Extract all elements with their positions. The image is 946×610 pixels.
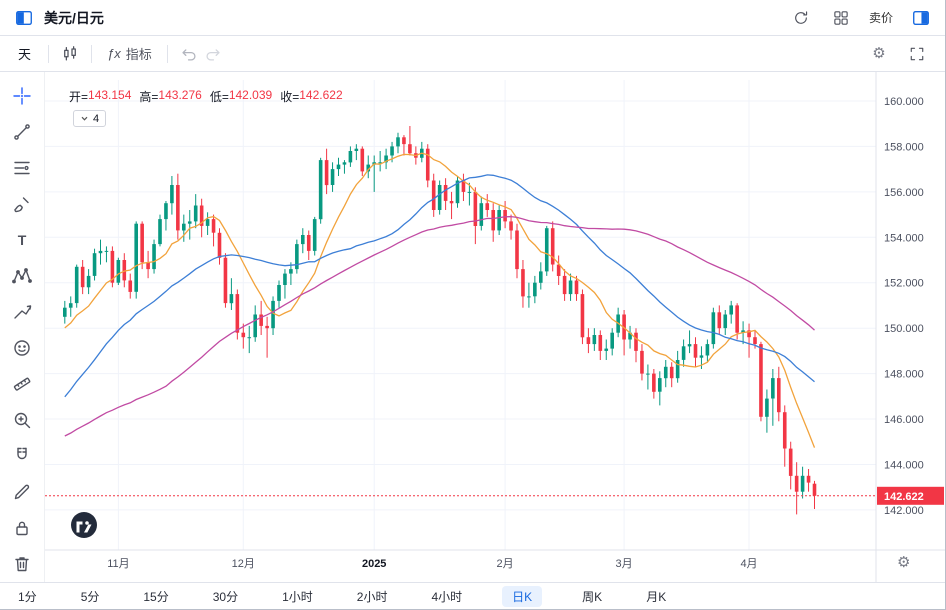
chart-toolbar: 天 ƒx 指标 ⚙ (0, 36, 945, 72)
divider (166, 44, 168, 63)
svg-text:142.622: 142.622 (884, 491, 924, 503)
redo-icon[interactable] (201, 42, 225, 66)
svg-text:11月: 11月 (107, 558, 129, 570)
indicators-group-toggle[interactable]: 4 (73, 110, 107, 127)
emoji-icon[interactable] (5, 330, 39, 366)
fx-icon: ƒx (107, 46, 121, 61)
remove-drawings-icon[interactable] (5, 546, 39, 582)
toolbar-right: ⚙ (867, 42, 935, 66)
page-title: 美元/日元 (44, 9, 104, 26)
axis-settings-gear-icon[interactable]: ⚙ (897, 553, 911, 571)
svg-text:T: T (18, 232, 27, 248)
panel-toggle-icon[interactable] (909, 6, 933, 30)
brush-icon[interactable] (5, 186, 39, 222)
moving-averages-layer (64, 152, 816, 448)
svg-text:148.000: 148.000 (884, 369, 924, 381)
divider (48, 44, 50, 63)
grid-layout-icon[interactable] (829, 6, 853, 30)
tradingview-logo[interactable] (71, 512, 97, 538)
drawing-toolbar: T (0, 72, 45, 582)
last-price-layer: 142.622 (45, 486, 944, 505)
high-label: 高= (139, 90, 159, 104)
svg-text:2025: 2025 (362, 558, 386, 570)
candles-layer (63, 126, 817, 515)
grid-layer (45, 80, 876, 550)
timeframe-15分[interactable]: 15分 (139, 586, 172, 607)
svg-text:160.000: 160.000 (884, 96, 924, 108)
price-chart[interactable]: 160.000 158.000 156.000 154.000 152.000 150.0… (45, 72, 945, 582)
interval-selector[interactable]: 天 (10, 40, 39, 67)
magnet-icon[interactable] (5, 438, 39, 474)
crosshair-icon[interactable] (5, 78, 39, 114)
header: 美元/日元 卖价 (0, 0, 945, 36)
svg-text:156.000: 156.000 (884, 187, 924, 199)
open-label: 开= (69, 90, 89, 104)
main-area: T (0, 72, 945, 582)
timeframe-日K[interactable]: 日K (502, 586, 543, 607)
axes-layer: 160.000 158.000 156.000 154.000 152.000 150.0… (45, 72, 945, 582)
timeframe-2小时[interactable]: 2小时 (353, 586, 392, 607)
header-actions: 卖价 (789, 6, 933, 30)
low-label: 低= (209, 90, 229, 104)
svg-text:12月: 12月 (232, 558, 255, 570)
svg-text:2月: 2月 (497, 558, 514, 570)
chevron-down-icon (81, 116, 88, 121)
svg-text:142.000: 142.000 (884, 505, 924, 517)
svg-text:158.000: 158.000 (884, 141, 924, 153)
ma-line-MA30 (64, 174, 815, 398)
timeframe-月K[interactable]: 月K (642, 586, 670, 607)
svg-text:146.000: 146.000 (884, 414, 924, 426)
divider (91, 44, 93, 63)
settings-gear-icon[interactable]: ⚙ (867, 42, 891, 66)
ruler-icon[interactable] (5, 366, 39, 402)
svg-text:150.000: 150.000 (884, 323, 924, 335)
open-value: 143.154 (88, 88, 132, 102)
svg-text:4月: 4月 (740, 558, 757, 570)
low-value: 142.039 (228, 88, 273, 102)
svg-text:154.000: 154.000 (884, 232, 924, 244)
timeframe-1小时[interactable]: 1小时 (278, 586, 317, 607)
indicators-label: 指标 (125, 47, 152, 62)
chart-area: 160.000 158.000 156.000 154.000 152.000 150.0… (45, 72, 945, 582)
watchlist-icon[interactable] (12, 6, 36, 30)
indicators-button[interactable]: ƒx 指标 (101, 40, 158, 67)
timeframe-5分[interactable]: 5分 (77, 586, 104, 607)
close-label: 收= (280, 90, 300, 104)
trend-line-icon[interactable] (5, 114, 39, 150)
zoom-in-icon[interactable] (5, 402, 39, 438)
timeframe-30分[interactable]: 30分 (209, 586, 242, 607)
candle-style-icon[interactable] (58, 42, 82, 66)
ohlc-legend: 开= 143.154 高= 143.276 低= 142.039 收= 142.622 (69, 88, 351, 105)
xabcd-pattern-icon[interactable] (5, 258, 39, 294)
refresh-icon[interactable] (789, 6, 813, 30)
lock-all-drawings-icon[interactable] (5, 510, 39, 546)
timeframe-1分[interactable]: 1分 (14, 586, 41, 607)
text-icon[interactable]: T (5, 222, 39, 258)
undo-icon[interactable] (177, 42, 201, 66)
svg-text:144.000: 144.000 (884, 460, 924, 472)
svg-text:152.000: 152.000 (884, 278, 924, 290)
timeframe-周K[interactable]: 周K (578, 586, 606, 607)
timeframe-bar: 1分 5分 15分 30分 1小时 2小时 4小时 日K 周K 月K (0, 582, 945, 609)
high-value: 143.276 (158, 88, 202, 102)
timeframe-4小时[interactable]: 4小时 (427, 586, 466, 607)
drawing-mode-icon[interactable] (5, 474, 39, 510)
ma-line-MA60 (64, 215, 815, 437)
ma-line-MA10 (64, 152, 816, 448)
sell-price-label: 卖价 (868, 11, 893, 25)
forecast-icon[interactable] (5, 294, 39, 330)
indicator-count: 4 (93, 112, 100, 125)
fullscreen-icon[interactable] (905, 42, 929, 66)
fib-retracement-icon[interactable] (5, 150, 39, 186)
svg-text:3月: 3月 (616, 558, 633, 570)
close-value: 142.622 (299, 88, 343, 102)
